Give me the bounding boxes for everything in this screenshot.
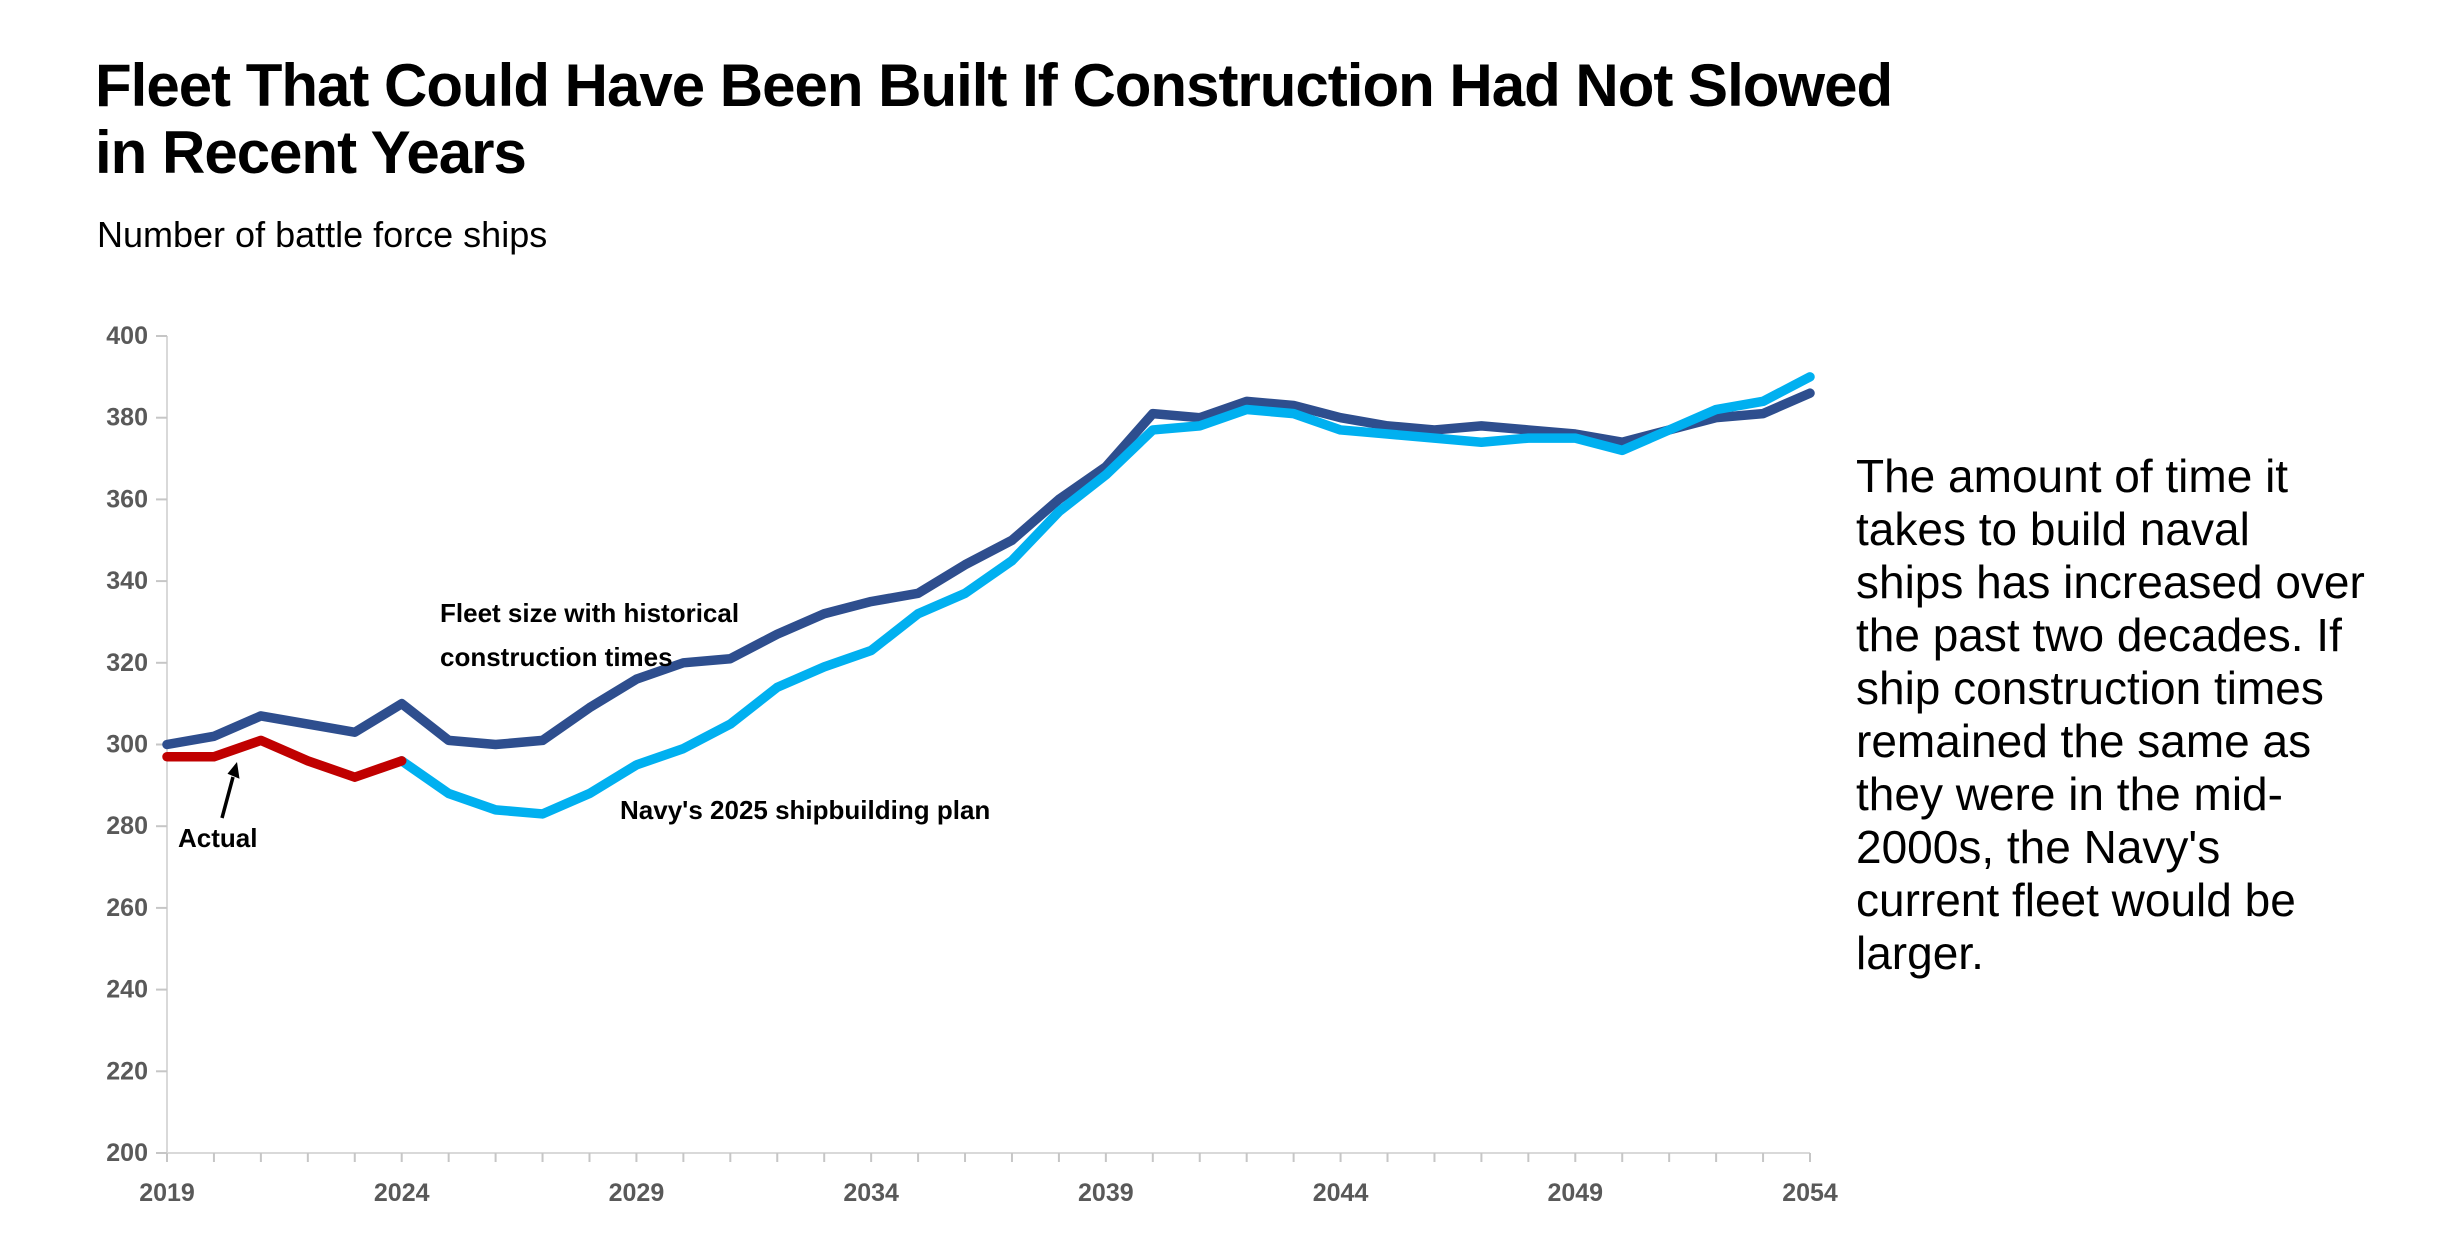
historical-series-label: Fleet size with historical construction … [440,598,740,672]
x-tick-label: 2049 [1547,1179,1603,1207]
y-tick-label: 320 [106,649,148,677]
y-tick-label: 240 [106,976,148,1004]
y-tick-label: 260 [106,894,148,922]
x-tick-label: 2029 [609,1179,665,1207]
plan-series-label: Navy's 2025 shipbuilding plan [620,795,991,825]
y-tick-label: 400 [106,322,148,350]
page-title: Fleet That Could Have Been Built If Cons… [95,52,1893,187]
chart-subtitle: Number of battle force ships [97,214,548,255]
actual-annotation-arrow-shaft [220,776,235,819]
x-tick-label: 2054 [1782,1179,1838,1207]
y-tick-label: 200 [106,1139,148,1167]
y-tick-label: 280 [106,812,148,840]
y-tick-label: 220 [106,1057,148,1085]
actual-series-label: Actual [178,823,258,853]
y-tick-label: 380 [106,404,148,432]
y-tick-label: 340 [106,567,148,595]
x-tick-label: 2034 [843,1179,899,1207]
series-line-fleet-size-with-historical-construction-times [162,388,1815,750]
series-line-actual [162,735,407,782]
x-tick-label: 2044 [1313,1179,1369,1207]
series-line-navy-s-2025-shipbuilding-plan [396,372,1815,819]
x-tick-label: 2019 [139,1179,195,1207]
side-note-text: The amount of time it takes to build nav… [1856,450,2365,979]
x-tick-label: 2024 [374,1179,430,1207]
y-tick-label: 360 [106,485,148,513]
actual-annotation-arrow-head [227,762,240,779]
y-tick-label: 300 [106,731,148,759]
x-tick-label: 2039 [1078,1179,1134,1207]
